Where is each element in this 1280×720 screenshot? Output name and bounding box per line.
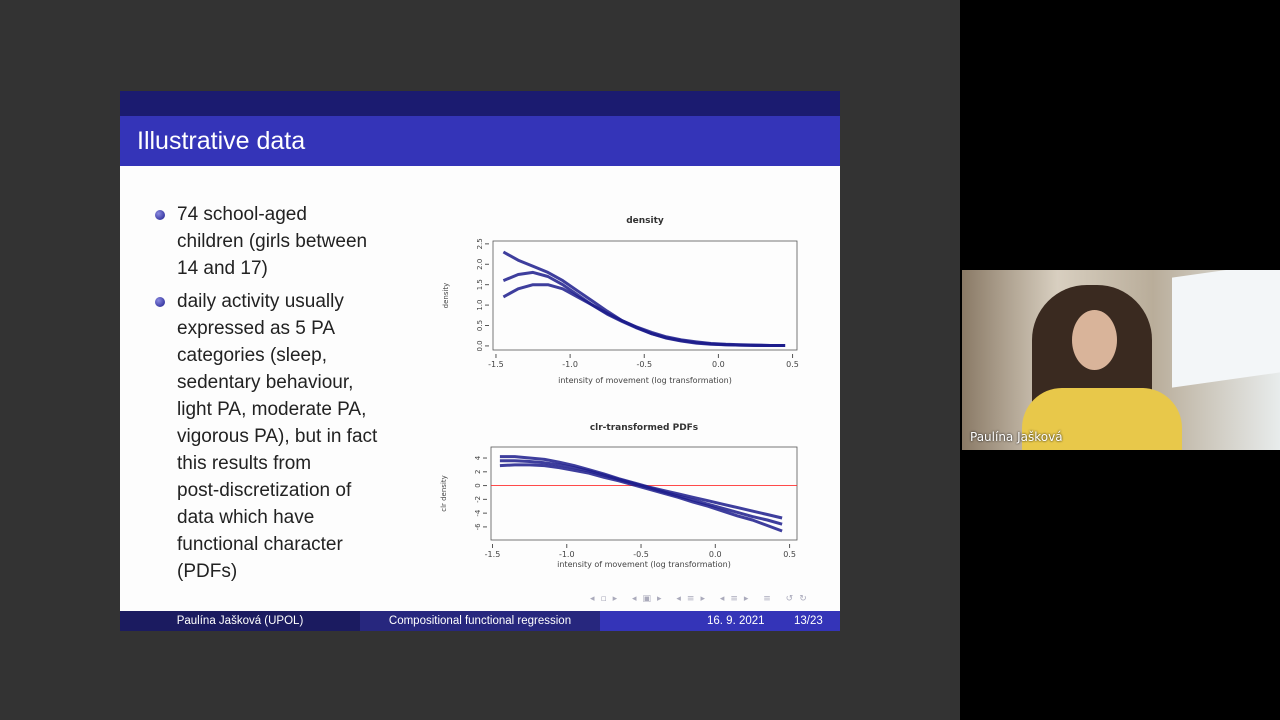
y-tick-label: 1.0: [476, 300, 484, 311]
participant-shirt: [1022, 388, 1182, 450]
slide-title: Illustrative data: [120, 116, 840, 166]
x-tick-label: 0.0: [712, 360, 725, 369]
slide-top-bar: [120, 91, 840, 116]
curve: [502, 250, 786, 347]
x-axis-label: intensity of movement (log transformatio…: [557, 560, 731, 569]
footer-date: 16. 9. 2021: [707, 615, 765, 627]
bullet-line: children (girls between: [177, 231, 368, 252]
background-screen: [1172, 270, 1280, 388]
video-tile[interactable]: Paulína Jašková: [962, 270, 1280, 450]
bullet-line: expressed as 5 PA: [177, 318, 336, 339]
x-tick-label: 0.0: [709, 550, 722, 559]
curve: [499, 455, 783, 520]
chart-title: density: [626, 216, 664, 226]
bullet-line: 14 and 17): [177, 258, 268, 279]
bullet-line: daily activity usually: [177, 291, 344, 312]
y-tick-label: 1.5: [476, 279, 484, 290]
y-tick-label: -2: [474, 496, 482, 503]
footer-talk: Compositional functional regression: [360, 611, 600, 631]
participant-face: [1072, 310, 1117, 370]
bullet-marker: [155, 297, 165, 307]
chart-title: clr-transformed PDFs: [590, 423, 698, 433]
bullet-marker: [155, 210, 165, 220]
x-tick-label: -1.5: [485, 550, 501, 559]
footer-right: 16. 9. 2021 13/23: [600, 611, 840, 631]
x-tick-label: 0.5: [783, 550, 796, 559]
bullet-line: post-discretization of: [177, 480, 352, 501]
bullet-line: data which have: [177, 507, 315, 528]
x-tick-label: -0.5: [636, 360, 652, 369]
curve: [499, 463, 783, 533]
y-tick-label: 0.0: [476, 340, 484, 351]
x-tick-label: -1.5: [488, 360, 504, 369]
y-tick-label: -4: [474, 509, 482, 517]
y-tick-label: 2.0: [476, 259, 484, 270]
navigation-symbols[interactable]: ◂▫▸ ◂▣▸ ◂≡▸ ◂≡▸ ≡ ↺↻: [590, 594, 813, 604]
slide: Illustrative data 74 school-aged children…: [120, 91, 840, 631]
bullet-line: light PA, moderate PA,: [177, 399, 367, 420]
plot-frame: [490, 446, 798, 541]
bullet-line: 74 school-aged: [177, 204, 307, 225]
bullet-line: vigorous PA), but in fact: [177, 426, 378, 447]
bullet-line: this results from: [177, 453, 312, 474]
y-tick-label: 2.5: [476, 238, 484, 249]
y-tick-label: 4: [474, 455, 482, 460]
plot-frame: [492, 240, 798, 351]
bullet-line: sedentary behaviour,: [177, 372, 354, 393]
y-tick-label: 0.5: [476, 320, 484, 331]
bullet-line: functional character: [177, 534, 343, 555]
x-tick-label: -1.0: [559, 550, 575, 559]
curve: [499, 459, 783, 526]
curve: [502, 283, 786, 347]
y-axis-label: density: [442, 283, 450, 309]
footer-author: Paulína Jašková (UPOL): [120, 611, 360, 631]
x-axis-label: intensity of movement (log transformatio…: [558, 376, 732, 385]
y-tick-label: -6: [474, 523, 482, 531]
y-tick-label: 0: [474, 483, 482, 487]
bullet-line: categories (sleep,: [177, 345, 327, 366]
x-tick-label: 0.5: [786, 360, 799, 369]
y-axis-label: clr density: [440, 475, 448, 512]
y-tick-label: 2: [474, 470, 482, 474]
charts: density intensity of movement (log transf…: [440, 216, 799, 569]
x-tick-label: -0.5: [633, 550, 649, 559]
participant-name: Paulína Jašková: [970, 430, 1063, 444]
footer-page: 13/23: [794, 615, 823, 627]
bullet-line: (PDFs): [177, 561, 238, 582]
x-tick-label: -1.0: [562, 360, 578, 369]
